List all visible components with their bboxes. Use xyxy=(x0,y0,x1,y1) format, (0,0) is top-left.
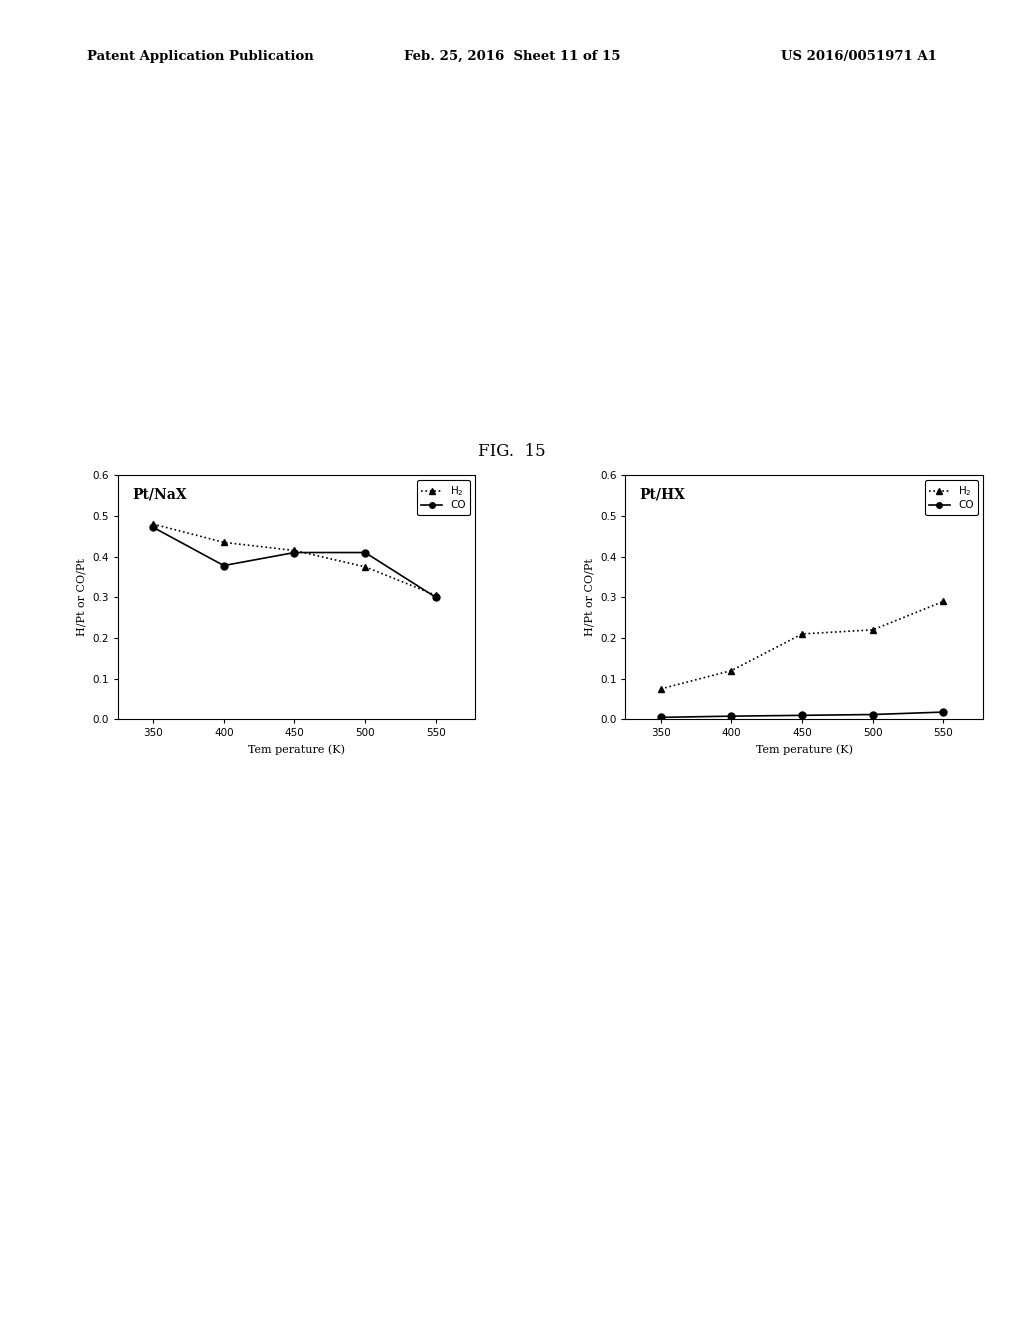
H$_2$ xyxy=(866,622,879,638)
H$_2$ xyxy=(796,626,808,642)
Line: CO: CO xyxy=(657,709,947,721)
Text: Feb. 25, 2016  Sheet 11 of 15: Feb. 25, 2016 Sheet 11 of 15 xyxy=(403,50,621,63)
Text: Pt/NaX: Pt/NaX xyxy=(132,487,186,502)
CO xyxy=(937,704,949,719)
CO xyxy=(654,709,667,725)
CO xyxy=(147,519,160,535)
Text: Patent Application Publication: Patent Application Publication xyxy=(87,50,313,63)
H$_2$ xyxy=(654,681,667,697)
H$_2$ xyxy=(359,558,372,574)
CO xyxy=(430,589,442,605)
Line: H$_2$: H$_2$ xyxy=(657,598,947,693)
CO xyxy=(289,545,301,561)
H$_2$ xyxy=(147,516,160,532)
CO xyxy=(359,545,372,561)
Text: US 2016/0051971 A1: US 2016/0051971 A1 xyxy=(781,50,937,63)
Legend: H$_2$, CO: H$_2$, CO xyxy=(417,480,470,515)
Y-axis label: H/Pt or CO/Pt: H/Pt or CO/Pt xyxy=(77,558,87,636)
Line: CO: CO xyxy=(150,524,439,601)
Text: Pt/HX: Pt/HX xyxy=(640,487,686,502)
Text: FIG.  15: FIG. 15 xyxy=(478,444,546,459)
CO xyxy=(796,708,808,723)
CO xyxy=(218,557,230,573)
H$_2$ xyxy=(937,594,949,610)
Y-axis label: H/Pt or CO/Pt: H/Pt or CO/Pt xyxy=(585,558,594,636)
X-axis label: Tem perature (K): Tem perature (K) xyxy=(248,744,345,755)
H$_2$ xyxy=(218,535,230,550)
Line: H$_2$: H$_2$ xyxy=(150,520,439,599)
H$_2$ xyxy=(430,587,442,603)
CO xyxy=(866,706,879,722)
H$_2$ xyxy=(289,543,301,558)
Legend: H$_2$, CO: H$_2$, CO xyxy=(925,480,978,515)
X-axis label: Tem perature (K): Tem perature (K) xyxy=(756,744,853,755)
CO xyxy=(725,709,737,725)
H$_2$ xyxy=(725,663,737,678)
